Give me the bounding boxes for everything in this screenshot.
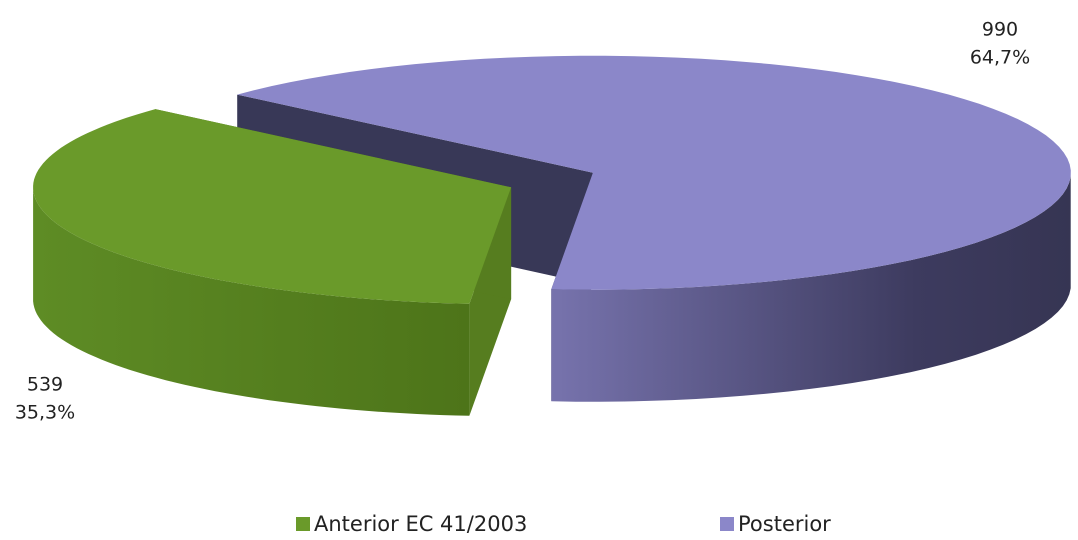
legend-swatch <box>720 517 734 531</box>
slice <box>237 55 1071 290</box>
slice <box>33 109 512 304</box>
legend-label: Posterior <box>738 512 831 536</box>
slice-side <box>551 176 1071 402</box>
percent-label: 35,3% <box>15 402 75 424</box>
legend-swatch <box>296 517 310 531</box>
data-label: 539 <box>27 374 63 396</box>
slice-side <box>33 189 470 416</box>
data-label: 990 <box>982 19 1018 41</box>
legend-label: Anterior EC 41/2003 <box>314 512 527 536</box>
percent-label: 64,7% <box>970 47 1030 69</box>
